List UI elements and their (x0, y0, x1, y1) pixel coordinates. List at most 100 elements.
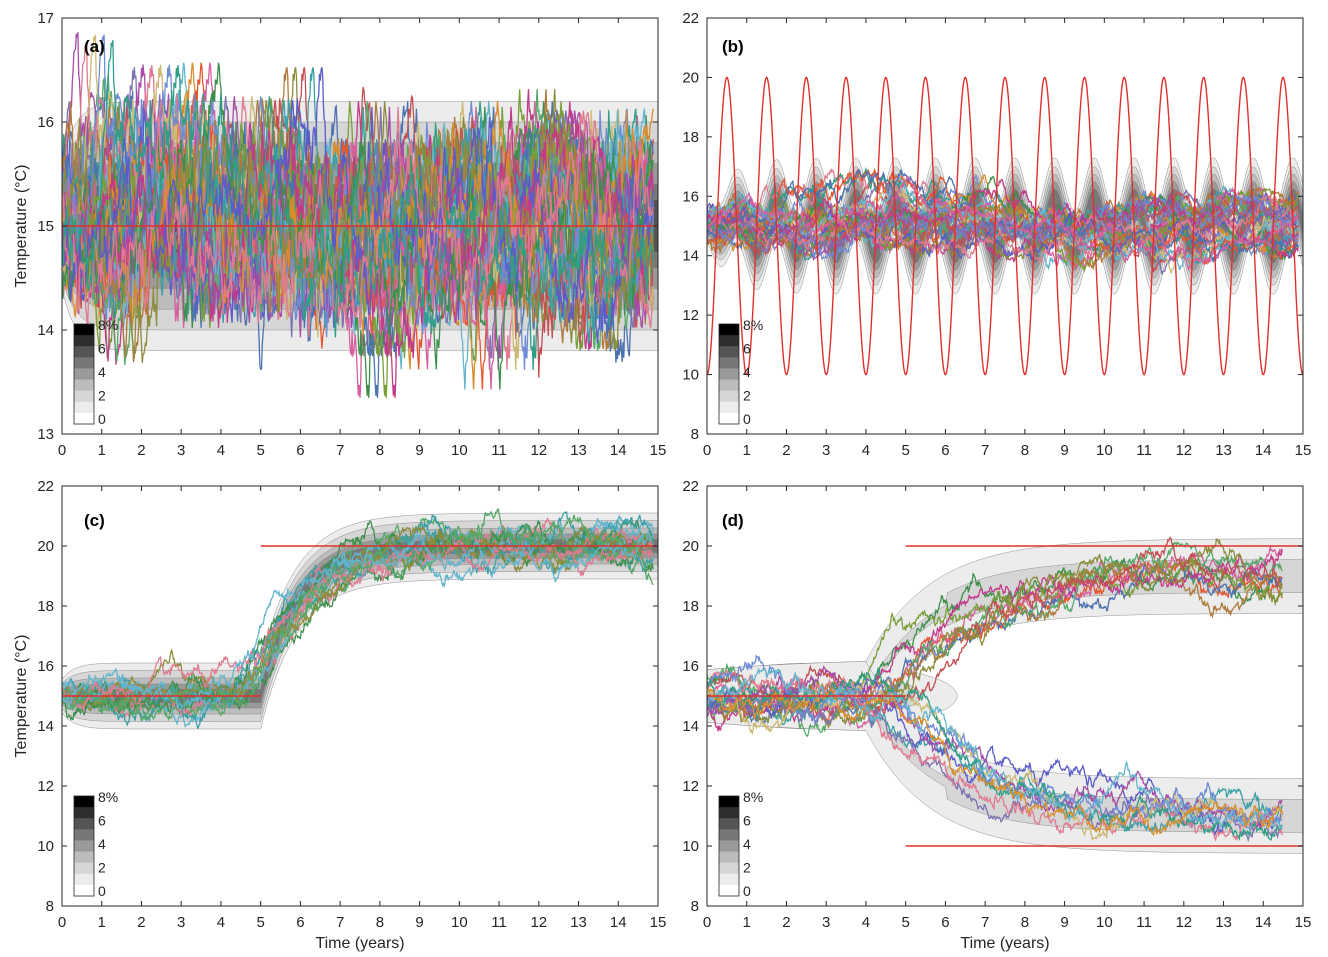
colorbar-frame (718, 323, 740, 425)
x-tick-label: 2 (782, 914, 790, 931)
x-ticks: 0 1 2 3 4 5 6 7 8 9 10 11 12 13 14 15 (703, 486, 1311, 931)
x-tick-label: 4 (862, 442, 870, 459)
trajectories (707, 167, 1299, 275)
colorbar: 8% 6 4 2 0 (73, 317, 118, 427)
x-tick-label: 0 (703, 442, 711, 459)
colorbar-frame (718, 795, 740, 897)
x-tick-label: 5 (901, 442, 909, 459)
x-tick-label: 7 (981, 442, 989, 459)
colorbar-swatch (719, 346, 739, 358)
trajectory-line (707, 537, 1283, 729)
y-tick-label: 20 (37, 538, 54, 555)
x-tick-label: 14 (1255, 442, 1272, 459)
x-tick-label: 8 (376, 914, 384, 931)
colorbar-swatch (74, 401, 94, 414)
colorbar-swatch (74, 368, 94, 381)
x-tick-label: 3 (177, 442, 185, 459)
y-tick-label: 12 (682, 307, 699, 324)
axes-frame (706, 485, 1304, 907)
trajectories (62, 508, 654, 729)
x-tick-label: 4 (217, 914, 225, 931)
y-axis-label: Temperature (°C) (13, 635, 30, 758)
x-tick-label: 9 (415, 442, 423, 459)
trajectory-line (62, 89, 654, 363)
x-tick-label: 6 (296, 914, 304, 931)
colorbar-swatch (719, 840, 739, 853)
colorbar-tick-label: 6 (98, 813, 106, 829)
x-ticks: 0 1 2 3 4 5 6 7 8 9 10 11 12 13 14 15 (58, 486, 666, 931)
x-tick-label: 11 (1136, 914, 1152, 931)
trajectory-line (707, 194, 1299, 264)
x-tick-label: 6 (296, 442, 304, 459)
target-curve-line (707, 76, 1303, 376)
x-tick-label: 0 (703, 914, 711, 931)
y-tick-label: 10 (682, 838, 699, 855)
x-tick-label: 15 (1295, 442, 1312, 459)
colorbar-tick-label: 6 (743, 341, 751, 357)
x-tick-label: 5 (901, 914, 909, 931)
colorbar-swatch (719, 412, 739, 425)
x-tick-label: 12 (1175, 914, 1192, 931)
colorbar: 8% 6 4 2 0 (718, 317, 763, 427)
y-tick-label: 18 (37, 598, 54, 615)
trajectory-line (62, 537, 654, 713)
x-tick-label: 13 (570, 914, 587, 931)
colorbar-swatch (74, 818, 94, 830)
colorbar-swatch (74, 851, 94, 864)
x-tick-label: 4 (862, 914, 870, 931)
x-tick-label: 10 (451, 914, 468, 931)
panel-label: (c) (84, 511, 105, 530)
colorbar-tick-label: 2 (743, 388, 751, 404)
target-curve (707, 545, 1303, 847)
y-tick-label: 22 (682, 10, 699, 27)
colorbar-swatch (719, 324, 739, 336)
y-tick-label: 8 (46, 898, 54, 915)
x-tick-label: 1 (98, 442, 106, 459)
trajectory-line (62, 511, 654, 729)
colorbar-frame (73, 323, 95, 425)
y-tick-label: 20 (682, 538, 699, 555)
colorbar-tick-label: 2 (98, 388, 106, 404)
colorbar-tick-label: 4 (98, 836, 106, 852)
trajectory-line (707, 168, 1299, 263)
trajectory-line (62, 513, 654, 712)
y-tick-label: 15 (37, 218, 54, 235)
colorbar-frame (73, 795, 95, 897)
colorbar-tick-label: 2 (98, 860, 106, 876)
colorbar-swatch (719, 401, 739, 414)
trajectory-line (62, 67, 654, 344)
x-tick-label: 14 (610, 914, 627, 931)
colorbar-swatch (719, 851, 739, 864)
y-tick-label: 12 (682, 778, 699, 795)
trajectories (707, 536, 1283, 843)
colorbar-tick-label: 0 (98, 411, 106, 427)
x-tick-label: 2 (137, 914, 145, 931)
x-tick-label: 11 (491, 442, 507, 459)
colorbar-tick-label: 8% (98, 317, 118, 333)
x-tick-label: 10 (1096, 914, 1113, 931)
x-tick-label: 3 (177, 914, 185, 931)
colorbar-tick-label: 8% (743, 317, 763, 333)
y-tick-label: 8 (691, 898, 699, 915)
y-ticks: 13 14 15 16 17 (37, 10, 658, 443)
colorbar-swatch (719, 335, 739, 347)
y-tick-label: 16 (37, 114, 54, 131)
axes-frame (61, 485, 659, 907)
trajectory-line (707, 686, 1283, 837)
colorbar: 8% 6 4 2 0 (718, 789, 763, 899)
x-ticks: 0 1 2 3 4 5 6 7 8 9 10 11 12 13 14 15 (703, 18, 1312, 459)
colorbar-swatch (74, 796, 94, 808)
colorbar-swatch (74, 346, 94, 358)
colorbar-tick-label: 2 (743, 860, 751, 876)
x-axis-label: Time (years) (315, 935, 404, 952)
trajectory-line (707, 667, 1283, 841)
x-tick-label: 9 (1060, 442, 1068, 459)
x-tick-label: 6 (941, 914, 949, 931)
y-tick-label: 14 (682, 248, 699, 265)
trajectory-line (62, 40, 654, 370)
colorbar-swatch (74, 807, 94, 819)
